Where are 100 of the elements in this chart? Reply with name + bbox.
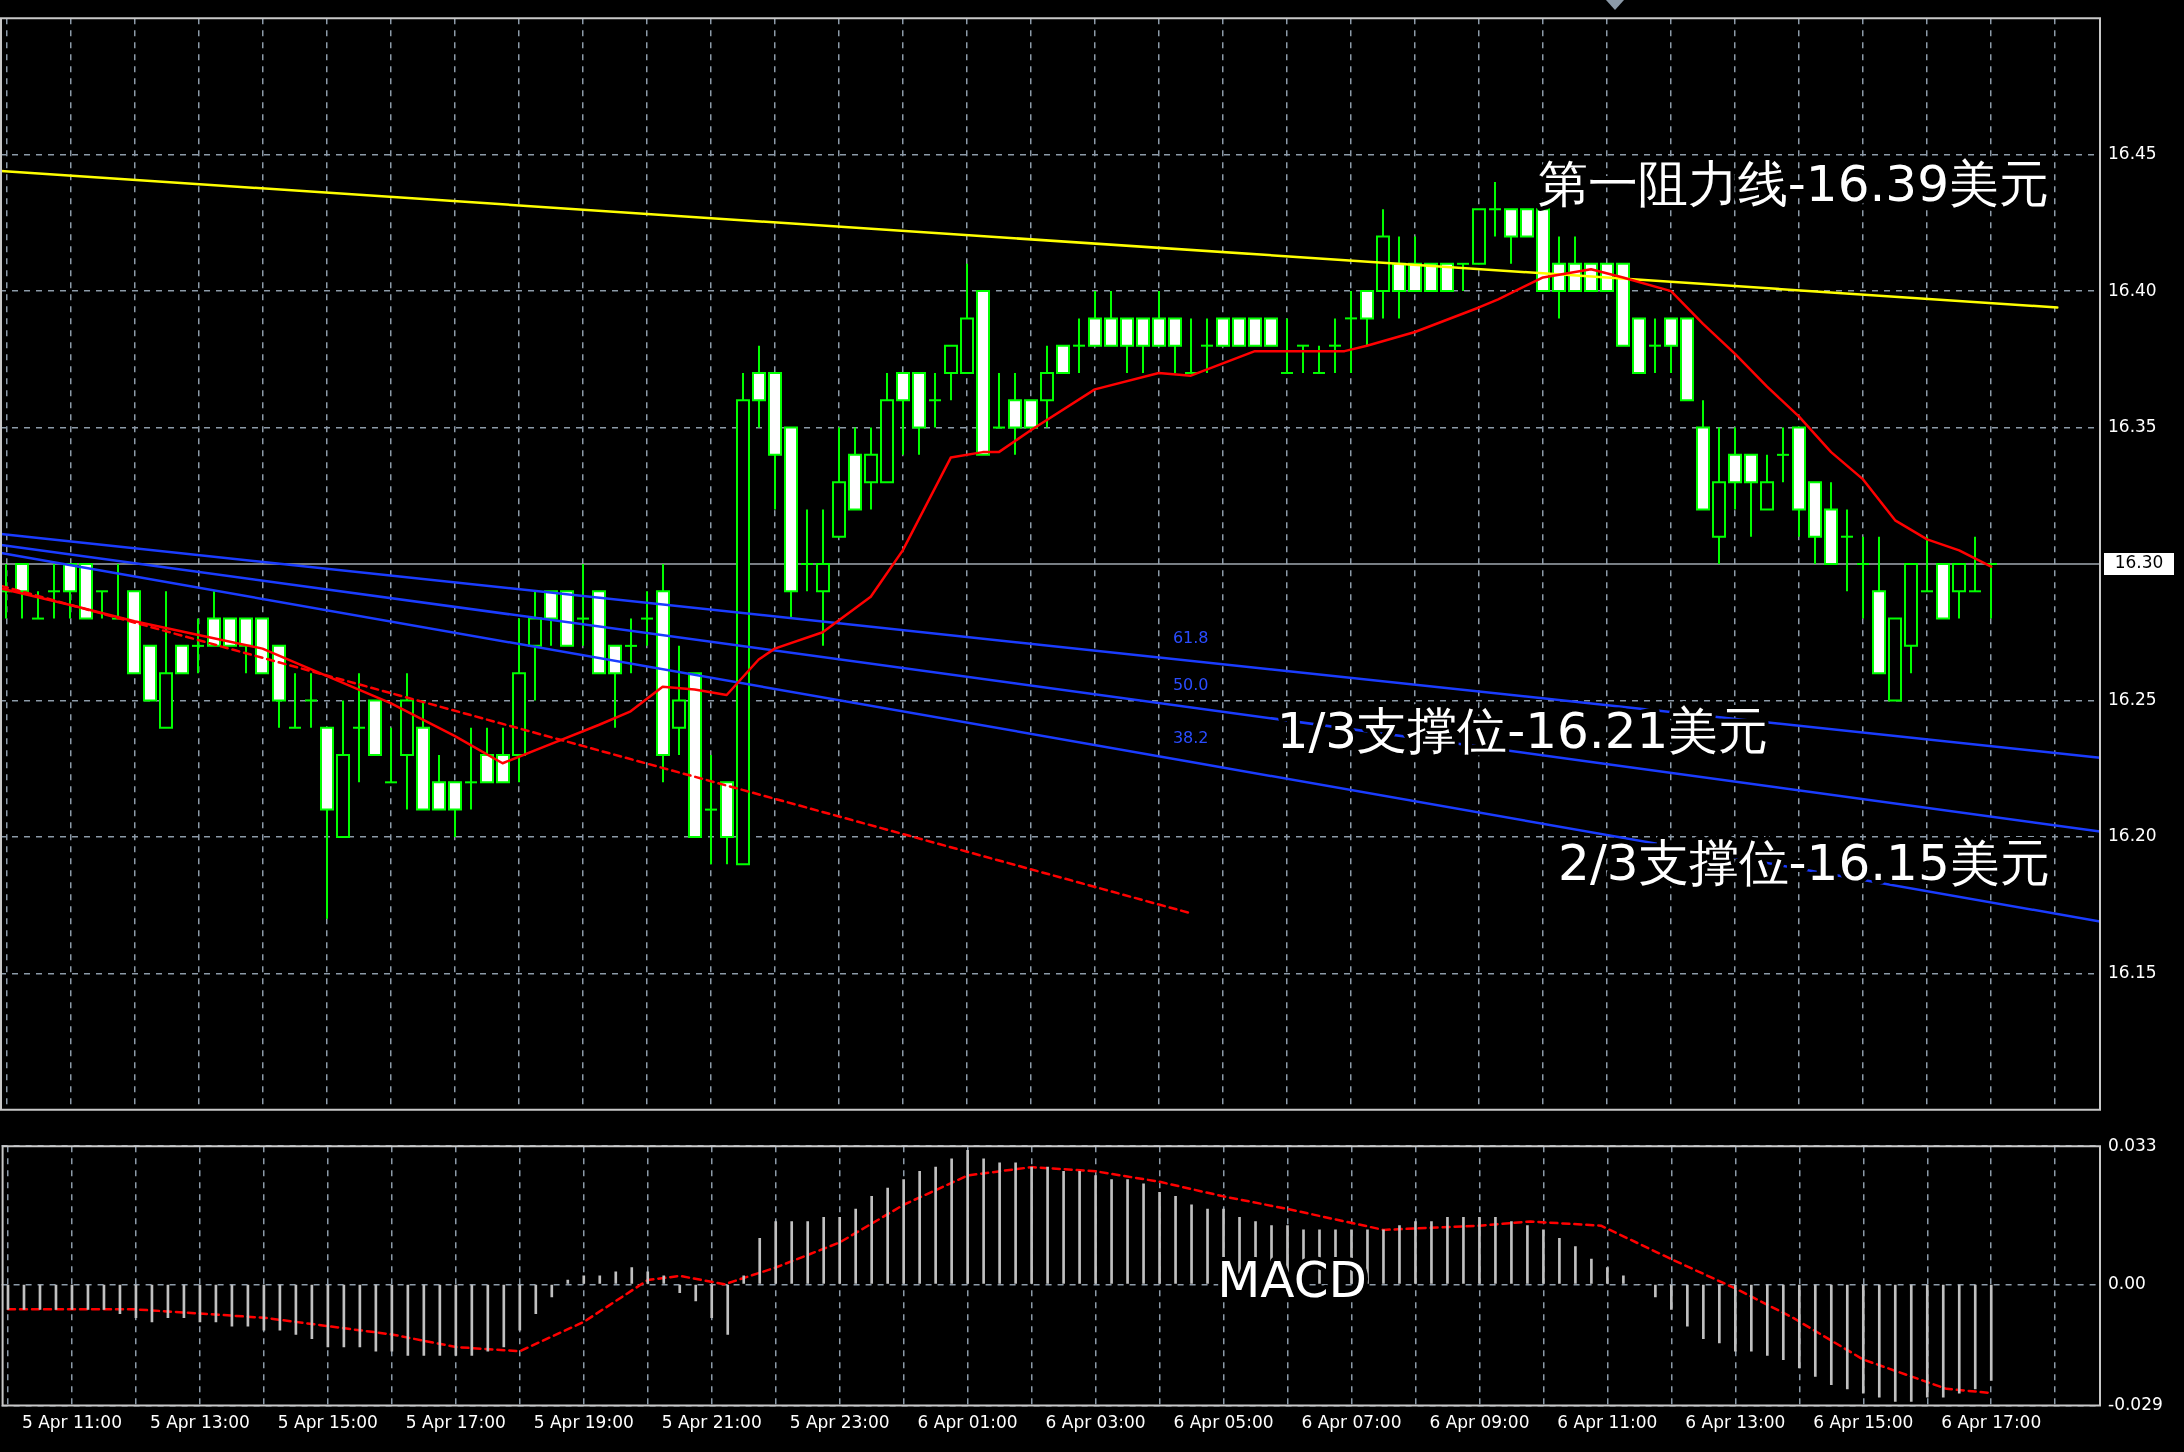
annotation: 38.2 bbox=[1172, 727, 1209, 747]
candlestick bbox=[992, 371, 1006, 429]
bar bbox=[1813, 1284, 1817, 1377]
bar bbox=[598, 1275, 602, 1284]
bar bbox=[854, 1208, 858, 1284]
bar bbox=[1654, 1284, 1657, 1298]
bar bbox=[1078, 1170, 1081, 1284]
y-tick-label: 16.15 bbox=[2108, 961, 2157, 982]
bar bbox=[902, 1179, 905, 1284]
bar bbox=[1558, 1237, 1561, 1284]
bar bbox=[838, 1217, 842, 1284]
bar bbox=[1989, 1284, 1993, 1381]
x-tick-label: 5 Apr 17:00 bbox=[405, 1412, 506, 1433]
y-tick-label: 16.40 bbox=[2108, 279, 2157, 300]
bar bbox=[1430, 1221, 1433, 1284]
candlestick bbox=[1328, 317, 1342, 374]
bar bbox=[710, 1284, 714, 1319]
bar bbox=[1510, 1221, 1513, 1284]
bar bbox=[1142, 1183, 1145, 1284]
x-tick-label: 6 Apr 11:00 bbox=[1557, 1412, 1658, 1433]
bar bbox=[966, 1150, 969, 1284]
bar bbox=[934, 1166, 937, 1284]
bar bbox=[1925, 1284, 1929, 1398]
bar bbox=[1014, 1162, 1017, 1284]
bar bbox=[1686, 1284, 1689, 1327]
candlestick bbox=[1840, 508, 1854, 593]
candlestick bbox=[352, 672, 366, 784]
bar bbox=[1750, 1284, 1753, 1352]
candlestick bbox=[624, 617, 638, 675]
bar bbox=[518, 1284, 522, 1331]
x-tick-label: 6 Apr 05:00 bbox=[1173, 1412, 1274, 1433]
x-tick-label: 6 Apr 07:00 bbox=[1301, 1412, 1402, 1433]
candlestick bbox=[1296, 344, 1310, 374]
bar bbox=[822, 1217, 826, 1284]
bar bbox=[1702, 1284, 1705, 1339]
candlestick bbox=[1776, 426, 1790, 484]
y-tick-label: 16.25 bbox=[2108, 688, 2157, 709]
y-tick-label: 0.00 bbox=[2108, 1272, 2146, 1293]
candlestick bbox=[47, 563, 61, 620]
bar bbox=[758, 1237, 762, 1284]
x-tick-label: 5 Apr 15:00 bbox=[277, 1412, 378, 1433]
bar bbox=[1941, 1284, 1945, 1398]
x-tick-label: 6 Apr 03:00 bbox=[1045, 1412, 1146, 1433]
candlestick bbox=[1968, 535, 1982, 593]
y-tick-label: 16.45 bbox=[2108, 143, 2157, 164]
bar bbox=[694, 1284, 698, 1302]
bar bbox=[1366, 1229, 1369, 1284]
bar bbox=[1398, 1225, 1401, 1284]
bar bbox=[1126, 1179, 1129, 1284]
bar bbox=[1206, 1208, 1209, 1284]
bar bbox=[1446, 1217, 1449, 1284]
bar bbox=[1494, 1217, 1497, 1284]
bar bbox=[886, 1187, 889, 1284]
bar bbox=[1861, 1284, 1865, 1394]
candlestick bbox=[576, 563, 590, 647]
candlestick bbox=[1344, 290, 1358, 374]
bar bbox=[726, 1284, 730, 1335]
bar bbox=[1718, 1284, 1721, 1344]
bar bbox=[1542, 1229, 1545, 1284]
bar bbox=[806, 1221, 810, 1284]
candlestick bbox=[1488, 180, 1502, 238]
annotation: MACD bbox=[1217, 1250, 1368, 1309]
x-tick-label: 5 Apr 21:00 bbox=[661, 1412, 762, 1433]
bar bbox=[1382, 1229, 1385, 1284]
bar bbox=[1174, 1196, 1177, 1284]
candlestick bbox=[1456, 262, 1470, 293]
bar bbox=[1670, 1284, 1673, 1310]
bar bbox=[662, 1275, 666, 1284]
bar bbox=[630, 1267, 634, 1284]
candlestick bbox=[640, 590, 654, 647]
x-tick-label: 6 Apr 09:00 bbox=[1429, 1412, 1530, 1433]
bar bbox=[1845, 1284, 1849, 1390]
bar bbox=[646, 1271, 650, 1284]
bar bbox=[1110, 1179, 1113, 1284]
candlestick bbox=[304, 672, 318, 729]
candlestick bbox=[1280, 317, 1294, 374]
x-tick-label: 6 Apr 15:00 bbox=[1813, 1412, 1914, 1433]
bar bbox=[534, 1284, 538, 1314]
bar bbox=[1158, 1191, 1161, 1284]
bar bbox=[470, 1284, 474, 1356]
bar bbox=[1030, 1166, 1033, 1284]
bar bbox=[1797, 1284, 1801, 1369]
bar bbox=[1414, 1221, 1417, 1284]
candlestick bbox=[800, 508, 814, 593]
bar bbox=[486, 1284, 490, 1352]
candlestick bbox=[31, 590, 45, 620]
bar bbox=[502, 1284, 506, 1348]
bar bbox=[950, 1158, 953, 1284]
bar bbox=[1829, 1284, 1833, 1386]
annotation: 61.8 bbox=[1172, 628, 1209, 648]
x-tick-label: 6 Apr 17:00 bbox=[1941, 1412, 2042, 1433]
bar bbox=[550, 1284, 554, 1298]
ref-line-label: 16.30 bbox=[2114, 552, 2164, 573]
annotation: 第一阻力线-16.39美元 bbox=[1537, 155, 2049, 214]
bar bbox=[1574, 1246, 1577, 1284]
x-tick-label: 5 Apr 19:00 bbox=[533, 1412, 634, 1433]
candlestick bbox=[1920, 535, 1934, 593]
bar bbox=[1734, 1284, 1737, 1352]
candlestick bbox=[1648, 317, 1662, 374]
bar bbox=[1606, 1267, 1609, 1284]
